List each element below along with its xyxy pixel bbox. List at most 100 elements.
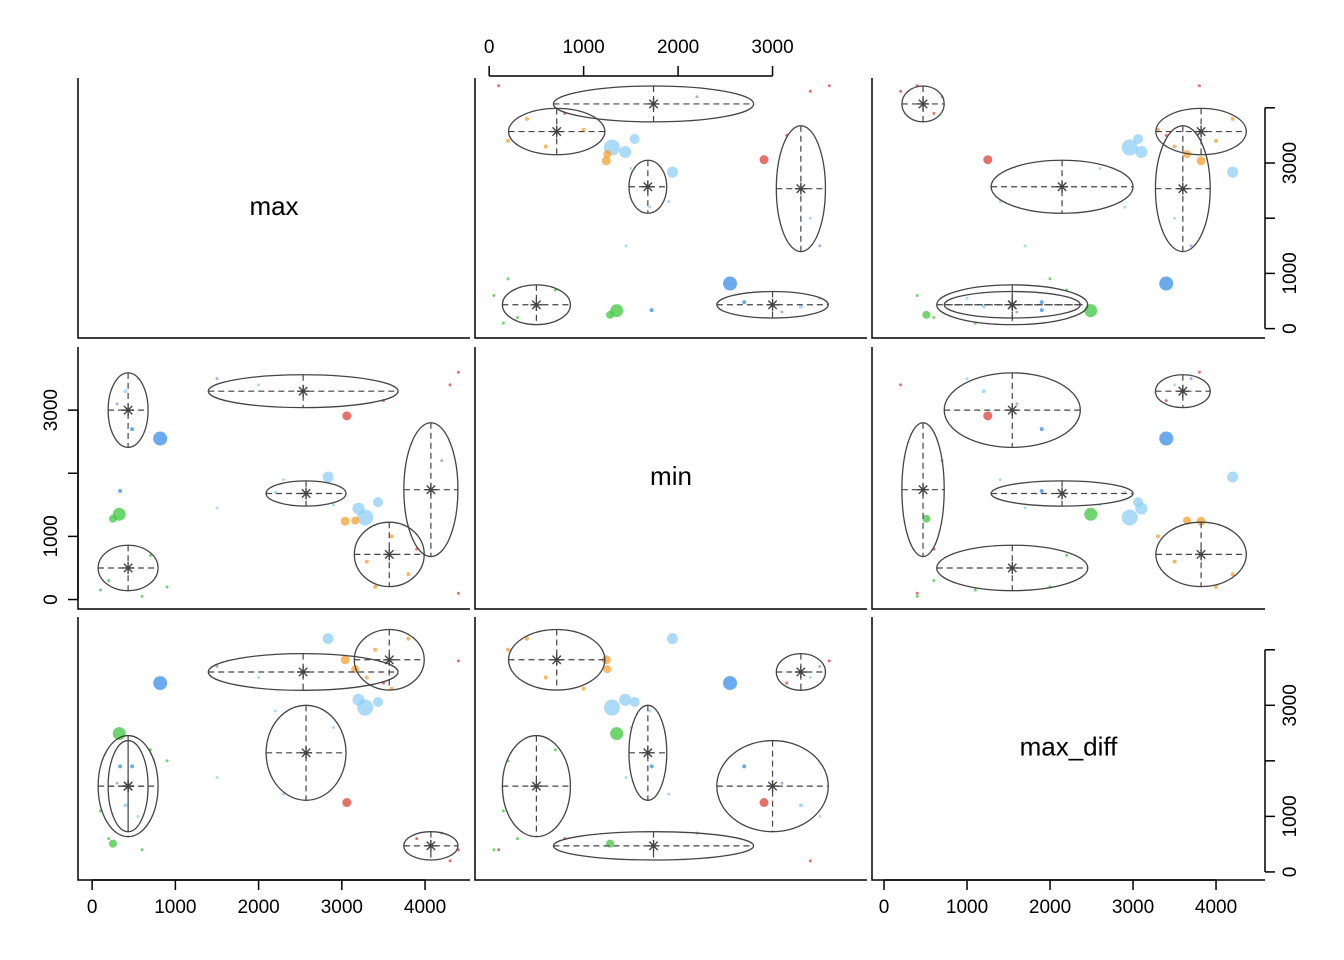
x-tick-label: 0: [484, 37, 495, 58]
point: [759, 155, 769, 165]
point: [1121, 509, 1138, 526]
point: [603, 699, 620, 716]
point: [115, 402, 119, 406]
x-tick-label: 2000: [657, 37, 699, 58]
point: [619, 145, 632, 158]
point: [965, 296, 969, 300]
point: [340, 516, 350, 526]
point: [1172, 559, 1177, 564]
y-tick-label: 1000: [41, 515, 62, 557]
point: [140, 848, 144, 852]
x-tick-label: 4000: [1195, 897, 1237, 918]
point: [98, 588, 102, 592]
point: [601, 156, 611, 166]
point: [649, 764, 654, 769]
panel: [899, 84, 1247, 326]
cluster-center: [1006, 298, 1019, 311]
point: [1172, 144, 1177, 149]
point: [1196, 516, 1206, 526]
point: [1039, 308, 1044, 313]
cluster-center: [766, 298, 779, 311]
point: [340, 655, 350, 665]
point: [1015, 402, 1019, 406]
point: [153, 676, 168, 691]
x-tick-label: 0: [879, 897, 890, 918]
variable-label: max_diff: [1020, 731, 1119, 761]
point: [808, 89, 812, 93]
panel: [492, 628, 831, 863]
cluster-center: [1056, 487, 1069, 500]
point: [629, 696, 640, 707]
panel-frame: [77, 617, 470, 881]
point: [1023, 244, 1027, 248]
point: [1197, 84, 1201, 88]
cluster-center: [641, 746, 654, 759]
point: [118, 488, 123, 493]
panel-frame: [871, 347, 1265, 610]
panel-frame: [77, 347, 470, 610]
point: [140, 594, 144, 598]
point: [601, 655, 611, 665]
point: [648, 205, 652, 209]
point: [373, 696, 384, 707]
point: [818, 244, 822, 248]
point: [798, 803, 803, 808]
point: [780, 310, 784, 314]
point: [165, 759, 169, 763]
cluster-center: [550, 125, 563, 138]
point: [342, 411, 352, 421]
point: [497, 848, 501, 852]
point: [215, 506, 219, 510]
point: [1155, 127, 1160, 132]
cluster-center: [1006, 404, 1019, 417]
point: [492, 848, 496, 852]
point: [322, 633, 334, 645]
y-tick-label: 0: [41, 594, 62, 605]
point: [808, 676, 812, 680]
point: [352, 693, 365, 706]
point: [1123, 205, 1127, 209]
point: [818, 664, 822, 668]
point: [215, 377, 219, 381]
point: [742, 764, 747, 769]
point: [629, 133, 640, 144]
point: [973, 588, 977, 592]
point: [998, 478, 1002, 482]
point: [981, 389, 986, 394]
panel: [492, 84, 831, 326]
point: [667, 200, 671, 204]
point: [1023, 506, 1027, 510]
cluster-center: [647, 97, 660, 110]
point: [165, 585, 169, 589]
cluster-center: [917, 483, 930, 496]
point: [123, 389, 128, 394]
point: [932, 111, 936, 115]
point: [922, 514, 931, 523]
point: [342, 798, 352, 808]
cluster-center: [1006, 561, 1019, 574]
point: [506, 138, 511, 143]
point: [827, 659, 831, 663]
point: [215, 776, 219, 780]
point: [610, 727, 624, 741]
point: [1039, 427, 1044, 432]
point: [273, 490, 277, 494]
point: [543, 144, 548, 149]
point: [406, 636, 411, 641]
point: [667, 792, 671, 796]
x-tick-label: 1000: [154, 897, 196, 918]
point: [107, 837, 111, 841]
point: [118, 764, 123, 769]
point: [808, 216, 812, 220]
x-tick-label: 1000: [562, 37, 604, 58]
point: [932, 579, 936, 583]
cluster-cross: [1155, 374, 1211, 408]
point: [352, 502, 365, 515]
point: [501, 809, 505, 813]
point: [1173, 383, 1177, 387]
point: [581, 127, 586, 132]
variable-label: max: [249, 191, 298, 221]
point: [332, 726, 336, 730]
point: [581, 686, 586, 691]
point: [1214, 584, 1219, 589]
